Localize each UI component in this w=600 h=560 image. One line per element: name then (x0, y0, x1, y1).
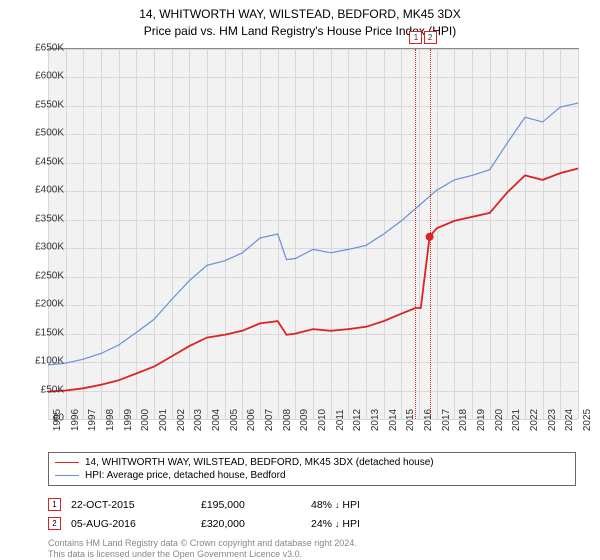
sales-table: 1 22-OCT-2015 £195,000 48% ↓ HPI 2 05-AUG-201… (48, 495, 576, 533)
x-axis-label: 2023 (547, 409, 558, 431)
y-axis-label: £50K (20, 384, 64, 395)
annotation-marker: 1 (409, 31, 422, 44)
x-axis-label: 1999 (123, 409, 134, 431)
x-axis-label: 2001 (158, 409, 169, 431)
footer-line2: This data is licensed under the Open Gov… (48, 549, 357, 560)
x-axis-label: 2025 (582, 409, 593, 431)
x-axis-label: 2024 (564, 409, 575, 431)
legend-swatch (55, 462, 79, 463)
x-axis-label: 2018 (458, 409, 469, 431)
x-axis-label: 2014 (388, 409, 399, 431)
y-axis-label: £600K (20, 71, 64, 82)
legend-row: 14, WHITWORTH WAY, WILSTEAD, BEDFORD, MK… (55, 456, 569, 469)
sale-pct: 48% ↓ HPI (311, 499, 431, 511)
chart-title: 14, WHITWORTH WAY, WILSTEAD, BEDFORD, MK… (0, 0, 600, 40)
x-axis-label: 2022 (529, 409, 540, 431)
x-axis-label: 1997 (87, 409, 98, 431)
legend-swatch (55, 475, 79, 476)
x-axis-label: 2010 (317, 409, 328, 431)
legend-row: HPI: Average price, detached house, Bedf… (55, 469, 569, 482)
x-axis-label: 2021 (511, 409, 522, 431)
sale-date: 05-AUG-2016 (71, 518, 191, 530)
title-line1: 14, WHITWORTH WAY, WILSTEAD, BEDFORD, MK… (0, 6, 600, 23)
x-axis-label: 1998 (105, 409, 116, 431)
sale-row: 1 22-OCT-2015 £195,000 48% ↓ HPI (48, 495, 576, 514)
sale-date: 22-OCT-2015 (71, 499, 191, 511)
y-axis-label: £400K (20, 185, 64, 196)
sale-pct: 24% ↓ HPI (311, 518, 431, 530)
x-axis-label: 2015 (405, 409, 416, 431)
y-axis-label: £650K (20, 43, 64, 54)
x-axis-label: 2008 (282, 409, 293, 431)
legend-label: HPI: Average price, detached house, Bedf… (85, 470, 286, 481)
y-axis-label: £150K (20, 327, 64, 338)
x-axis-label: 2016 (423, 409, 434, 431)
x-axis-label: 2011 (335, 409, 346, 431)
x-axis-label: 2002 (176, 409, 187, 431)
legend: 14, WHITWORTH WAY, WILSTEAD, BEDFORD, MK… (48, 452, 576, 486)
x-axis-label: 1996 (70, 409, 81, 431)
x-axis-label: 2009 (299, 409, 310, 431)
x-axis-label: 2003 (193, 409, 204, 431)
x-axis-label: 2012 (352, 409, 363, 431)
x-axis-label: 2017 (441, 409, 452, 431)
sale-price: £195,000 (201, 499, 301, 511)
title-line2: Price paid vs. HM Land Registry's House … (0, 23, 600, 40)
y-axis-label: £200K (20, 299, 64, 310)
sale-number-box: 2 (48, 517, 61, 530)
sale-row: 2 05-AUG-2016 £320,000 24% ↓ HPI (48, 514, 576, 533)
legend-label: 14, WHITWORTH WAY, WILSTEAD, BEDFORD, MK… (85, 457, 434, 468)
x-axis-label: 2000 (140, 409, 151, 431)
y-axis-label: £500K (20, 128, 64, 139)
y-axis-label: £550K (20, 99, 64, 110)
y-axis-label: £250K (20, 270, 64, 281)
x-axis-label: 1995 (52, 409, 63, 431)
x-axis-label: 2020 (494, 409, 505, 431)
y-axis-label: £100K (20, 356, 64, 367)
annotation-marker: 2 (424, 31, 437, 44)
y-axis-label: £450K (20, 156, 64, 167)
x-axis-label: 2004 (211, 409, 222, 431)
footer-line1: Contains HM Land Registry data © Crown c… (48, 538, 357, 549)
x-axis-label: 2007 (264, 409, 275, 431)
y-axis-label: £300K (20, 242, 64, 253)
footer: Contains HM Land Registry data © Crown c… (48, 538, 357, 560)
x-axis-label: 2006 (246, 409, 257, 431)
series-hpi (48, 103, 578, 365)
x-axis-label: 2013 (370, 409, 381, 431)
chart-svg (48, 49, 578, 419)
y-axis-label: £350K (20, 213, 64, 224)
x-axis-label: 2005 (229, 409, 240, 431)
x-axis-label: 2019 (476, 409, 487, 431)
chart-plot-area: 12 (48, 48, 579, 419)
series-property (48, 169, 578, 392)
sale-number-box: 1 (48, 498, 61, 511)
sale-price: £320,000 (201, 518, 301, 530)
